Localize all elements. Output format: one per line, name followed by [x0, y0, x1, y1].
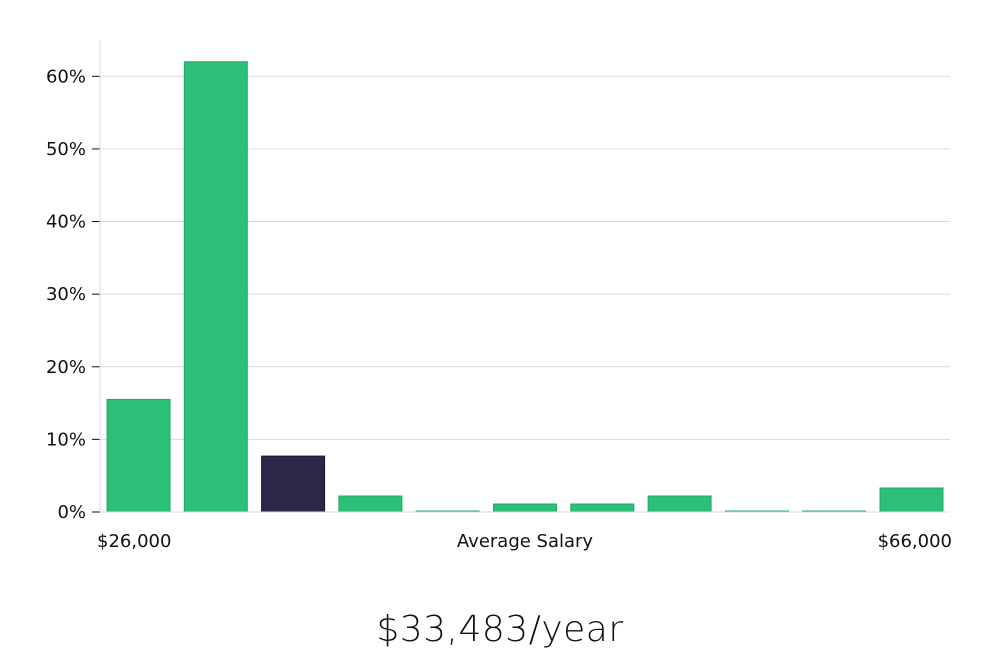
y-tick-label: 50%	[46, 139, 86, 160]
histogram-bar	[879, 487, 944, 513]
histogram-bar	[106, 398, 171, 513]
y-tick-label: 60%	[46, 66, 86, 87]
y-axis-ticks: 0% 10% 20% 30% 40% 50% 60%	[46, 66, 100, 523]
y-tick-label: 0%	[57, 502, 86, 523]
y-tick-label: 30%	[46, 284, 86, 305]
axes	[99, 40, 950, 513]
histogram-bar	[570, 503, 635, 513]
histogram-bar	[647, 495, 712, 513]
x-axis-title: Average Salary	[457, 531, 594, 552]
salary-histogram-chart: 0% 10% 20% 30% 40% 50% 60% $26,000 Average Sal…	[46, 40, 952, 552]
y-tick-label: 20%	[46, 357, 86, 378]
histogram-bar	[493, 503, 557, 513]
bars	[106, 61, 944, 513]
y-tick-label: 40%	[46, 212, 86, 233]
x-max-label: $66,000	[878, 531, 952, 552]
y-tick-label: 10%	[46, 429, 86, 450]
histogram-bar	[183, 61, 248, 513]
x-min-label: $26,000	[97, 531, 171, 552]
average-salary-value: $33,483/year	[376, 609, 624, 650]
histogram-bar-highlighted	[261, 455, 326, 513]
histogram-bar	[338, 495, 403, 513]
